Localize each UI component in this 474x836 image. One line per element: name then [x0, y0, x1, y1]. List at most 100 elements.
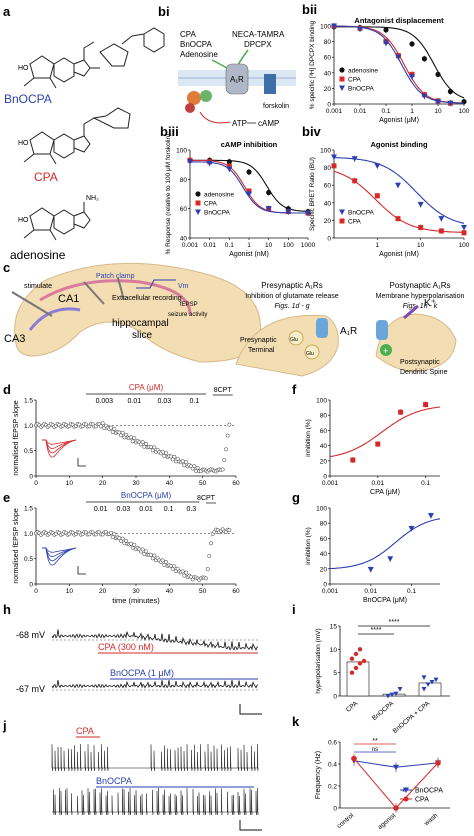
legend-marker [403, 796, 409, 802]
chart-f: 0 20 40 60 80 100 0.001 0.01 0.1 CPA (μM) inhibiti… [305, 398, 441, 496]
panel-label-e: e [3, 490, 10, 505]
vm-trace-icon [136, 279, 176, 289]
data-point-cpa [195, 200, 201, 206]
data-point-bnocpa [285, 209, 292, 215]
time-point [162, 454, 167, 459]
schematic-bnocpa-label: BnOCPA [180, 40, 213, 49]
x-tick-label: 0.1 [225, 242, 234, 249]
data-point-bnocpa [435, 99, 441, 105]
data-point-bnocpa [421, 93, 428, 100]
patch-clamp-label: Patch clamp [96, 273, 135, 280]
category-label: agonist [377, 812, 398, 831]
data-point-bnocpa [421, 675, 427, 680]
data-point-cpa [353, 651, 359, 657]
structure-cpa-label: CPA [34, 170, 58, 184]
legend-marker [403, 787, 409, 793]
x-tick-label: 10 [417, 242, 425, 249]
data-point-bnocpa [461, 224, 467, 231]
chart-title: cAMP inhibition [221, 140, 278, 149]
data-point-bnocpa [393, 764, 399, 771]
x-tick-label: 40 [166, 588, 174, 595]
recording-electrode [117, 277, 125, 301]
x-tick-label: 1 [247, 242, 251, 249]
drug-label: BnOCPA (μM) [121, 491, 172, 500]
structure-bnocpa [23, 27, 165, 89]
time-point [140, 547, 145, 552]
chart-biii: 40 60 80 100 0.001 0.01 0.1 1 10 100 1000 cAMP inhi… [165, 134, 316, 258]
schematic-dpcpx-label: DPCPX [244, 40, 272, 49]
x-tick-label: 10 [66, 480, 74, 487]
data-point-bnocpa [195, 209, 201, 215]
time-point [175, 566, 180, 571]
data-point-bnocpa [331, 154, 337, 161]
ca1-label: CA1 [58, 293, 79, 305]
y-tick-label: 1.5 [24, 398, 33, 405]
time-point [184, 460, 188, 465]
time-point [130, 545, 135, 550]
time-point [222, 458, 227, 463]
adenylyl-cyclase [264, 74, 276, 94]
time-point [227, 528, 232, 533]
plus-sign: + [383, 346, 388, 356]
concentration-label: 0.03 [117, 506, 131, 513]
significance-label: ** [372, 738, 378, 745]
x-axis-label: CPA (μM) [370, 489, 400, 496]
x-tick-label: 0.01 [371, 480, 384, 487]
x-tick-label: 0.001 [326, 108, 343, 115]
stimulate-label: stimulate [24, 283, 52, 290]
y-tick-label: 80 [324, 39, 332, 46]
structure-bnocpa-oh: HO [18, 65, 29, 72]
data-point-bnocpa [395, 182, 402, 189]
postsynaptic-title: Postynaptic A₁Rs [390, 281, 451, 290]
time-point [150, 448, 155, 453]
antagonist-label: 8CPT [214, 387, 233, 394]
y-tick-label: 40 [320, 551, 328, 558]
legend-label: BnOCPA [348, 86, 375, 93]
panel-label-f: f [292, 382, 297, 397]
y-tick-label: 20 [320, 566, 328, 573]
legend-label: CPA [348, 219, 362, 226]
time-point [205, 567, 210, 571]
trace-h-voltage-2: -67 mV [16, 684, 45, 694]
time-point [169, 563, 173, 568]
time-point [144, 549, 148, 554]
x-tick-label: 0.1 [421, 480, 430, 487]
y-tick-label: 0 [327, 102, 331, 109]
data-point-bnocpa [246, 191, 252, 197]
time-point [220, 467, 225, 472]
data-point-bnocpa [367, 567, 374, 573]
y-tick-label: 0 [29, 474, 33, 481]
x-tick-label: 50 [199, 588, 207, 595]
panel-label-i: i [292, 602, 296, 617]
y-tick-label: 1.0 [24, 423, 33, 430]
x-tick-label: 0 [34, 480, 38, 487]
data-point-bnocpa [395, 54, 402, 61]
a1r-receptor [225, 63, 249, 95]
data-point-bnocpa [425, 682, 431, 687]
y-tick-label: 10 [330, 647, 338, 654]
data-point-cpa [352, 178, 358, 184]
ca3-cell-layer [28, 307, 81, 331]
trace-h-scale-bar [239, 704, 262, 715]
postsynaptic-a1r-icon [376, 320, 388, 340]
y-axis-label: inhibition (%) [305, 527, 312, 565]
y-axis-label: normalised fEPSP slope [13, 508, 20, 583]
data-point-cpa [339, 76, 345, 82]
time-point [172, 564, 177, 569]
chart-bii: 0 20 40 60 80 100 0.001 0.01 0.1 1 10 100 Antagonist… [309, 16, 470, 124]
chart-k: 0 0.2 0.4 0.6 Frequency (Hz) control agonist wa… [315, 738, 450, 831]
legend-label: adenosine [204, 192, 234, 199]
data-point-adenosine [383, 27, 389, 33]
time-point [100, 421, 105, 426]
data-point-cpa [435, 760, 441, 766]
data-point-bnocpa [187, 159, 193, 165]
time-point [209, 541, 213, 546]
trace-h-cpa [51, 629, 259, 651]
y-tick-label: 60 [320, 428, 328, 435]
panel-label-g: g [292, 490, 300, 505]
time-point [110, 535, 115, 540]
time-point [140, 440, 145, 445]
time-point [170, 457, 175, 462]
data-point-cpa [418, 224, 424, 230]
data-point-cpa [398, 409, 404, 415]
